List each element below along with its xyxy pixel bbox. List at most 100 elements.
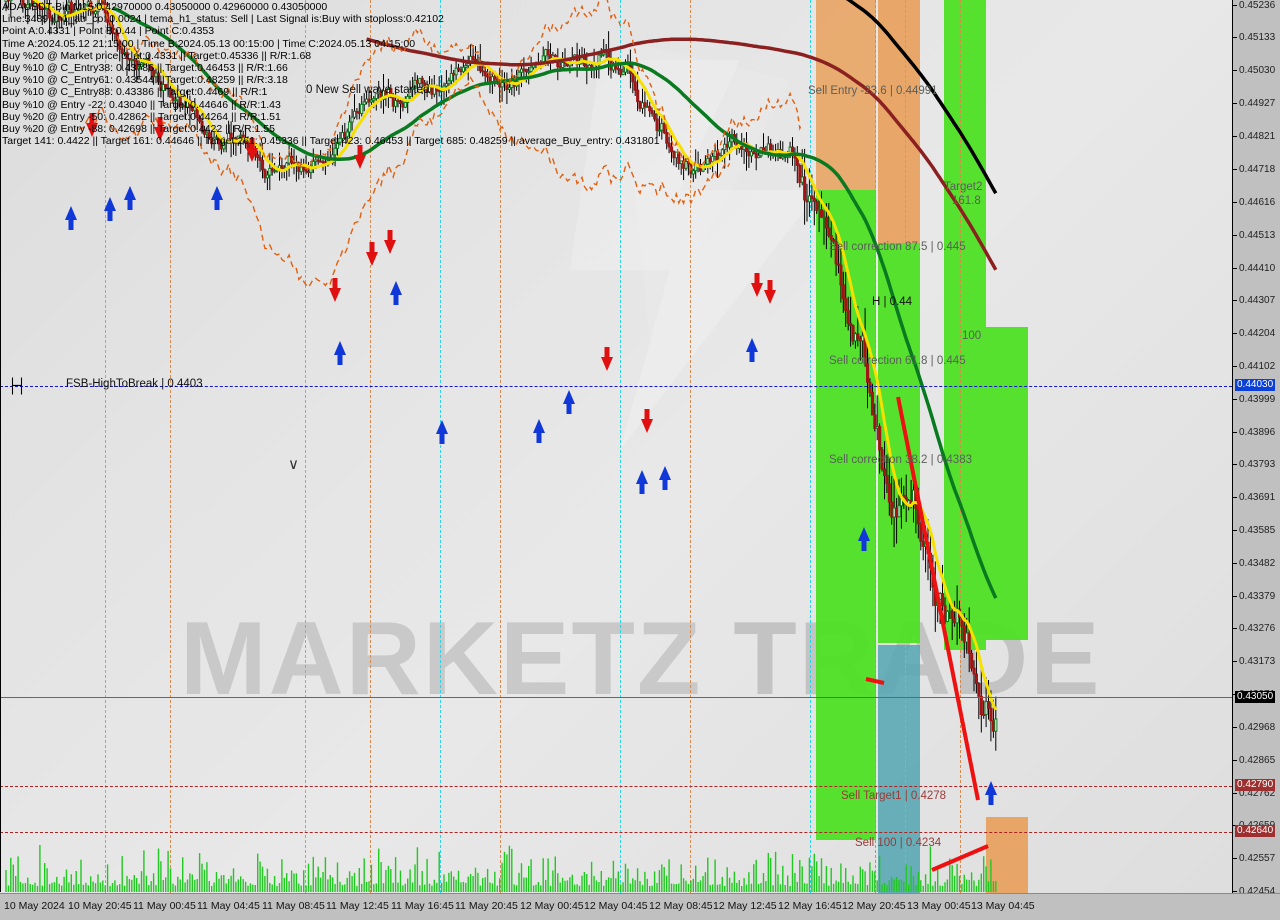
volume-bar — [624, 863, 627, 892]
volume-bar — [566, 880, 569, 892]
volume-bar — [414, 864, 416, 892]
volume-bar — [777, 874, 779, 892]
volume-bar — [627, 868, 629, 892]
chart-plot-area[interactable]: MARKETZ TRADE 0 New Sell wave startedSel… — [0, 0, 1232, 893]
volume-bar — [53, 882, 56, 892]
volume-bar — [189, 873, 191, 892]
volume-bar — [552, 870, 554, 892]
vertical-gridlines-layer — [105, 0, 961, 893]
volume-bar — [249, 883, 252, 892]
time-tick-12: 12 May 16:45 — [778, 900, 842, 912]
price-tick-17: 0.43482 — [1233, 559, 1275, 569]
volume-bar — [707, 857, 709, 892]
price-tick-7: 0.44513 — [1233, 231, 1275, 241]
gridline-cyan-1 — [305, 0, 306, 893]
volume-bar — [119, 884, 121, 892]
volume-bar — [980, 873, 982, 892]
volume-bar — [484, 877, 486, 892]
volume-bar — [525, 877, 527, 892]
volume-bar — [303, 870, 305, 892]
volume-bar — [658, 870, 661, 892]
volume-bar — [806, 883, 808, 892]
volume-bar — [5, 870, 7, 892]
volume-bar — [182, 857, 184, 892]
price-axis[interactable]: 0.45236 0.45133 0.45030 0.44927 0.44821 0.447… — [1232, 0, 1280, 897]
horizontal-levels-layer — [0, 386, 1232, 833]
volume-bar — [225, 883, 227, 892]
volume-bar — [629, 883, 632, 892]
volume-bar — [486, 868, 489, 892]
time-tick-7: 11 May 20:45 — [455, 900, 518, 912]
volume-bar — [295, 873, 298, 892]
volume-bar — [963, 874, 965, 892]
volume-bar — [987, 881, 990, 892]
price-tick-22: 0.42968 — [1233, 723, 1275, 733]
price-tick-1: 0.45133 — [1233, 33, 1275, 43]
volume-bar — [941, 885, 944, 892]
info-line-2: Time A:2024.05.12 21:15:00 | Time B:2024… — [2, 37, 416, 50]
volume-bar — [198, 853, 201, 892]
volume-bar — [128, 879, 131, 892]
volume-bar — [165, 877, 167, 892]
volume-bar — [167, 850, 169, 892]
volume-bar — [680, 864, 682, 892]
volume-bar — [230, 875, 232, 892]
volume-bar — [194, 879, 196, 892]
volume-bar — [755, 859, 757, 892]
volume-bar — [653, 871, 656, 892]
volume-bar — [670, 883, 673, 892]
volume-bar — [610, 878, 612, 892]
ma-fast-yellow — [32, 0, 998, 711]
volume-bar — [893, 879, 895, 892]
time-tick-14: 13 May 00:45 — [907, 900, 971, 912]
price-tick-10: 0.44204 — [1233, 329, 1275, 339]
volume-bar — [46, 868, 48, 892]
volume-bar — [549, 885, 552, 892]
volume-bar — [240, 876, 242, 892]
volume-bar — [215, 872, 218, 892]
time-tick-8: 12 May 00:45 — [520, 900, 584, 912]
volume-bar — [506, 854, 508, 892]
volume-bar — [799, 860, 801, 892]
volume-bar — [837, 881, 840, 892]
volume-bar — [97, 874, 99, 892]
sar-envelope-lower — [78, 76, 731, 289]
volume-bar — [438, 851, 440, 892]
volume-bar — [494, 871, 496, 892]
volume-bar — [721, 876, 723, 892]
volume-bar — [431, 885, 433, 892]
volume-bar — [440, 882, 443, 892]
volume-bar — [152, 873, 155, 892]
price-tick-11: 0.44102 — [1233, 362, 1275, 372]
volume-bar — [542, 858, 544, 892]
time-tick-9: 12 May 04:45 — [584, 900, 648, 912]
volume-bar — [728, 877, 731, 892]
volume-bar — [603, 885, 605, 892]
gridline-orange-3 — [690, 0, 691, 893]
volume-bar — [491, 883, 494, 892]
volume-bar — [121, 856, 123, 892]
price-tick-18: 0.43379 — [1233, 592, 1275, 602]
volume-bar — [813, 853, 815, 892]
volume-bar — [503, 851, 506, 892]
ma-black — [845, 0, 998, 195]
volume-bar — [80, 859, 82, 892]
time-axis[interactable]: 10 May 2024 10 May 20:45 11 May 00:45 11 Ma… — [0, 893, 1280, 920]
volume-bar — [266, 868, 269, 892]
volume-bar — [908, 884, 910, 892]
volume-bar — [605, 879, 607, 892]
volume-bar — [424, 884, 426, 892]
volume-bar — [82, 884, 85, 892]
volume-bar — [590, 861, 593, 892]
gridline-orange-4 — [875, 0, 876, 893]
volume-bar — [397, 882, 399, 892]
support-line — [931, 844, 989, 872]
volume-bar — [736, 882, 738, 892]
volume-bar — [731, 882, 733, 892]
volume-bar — [472, 876, 474, 892]
volume-bar — [828, 885, 830, 892]
volume-bar — [874, 871, 876, 892]
target2-label: Target2 — [944, 181, 983, 193]
volume-bar — [392, 882, 394, 892]
